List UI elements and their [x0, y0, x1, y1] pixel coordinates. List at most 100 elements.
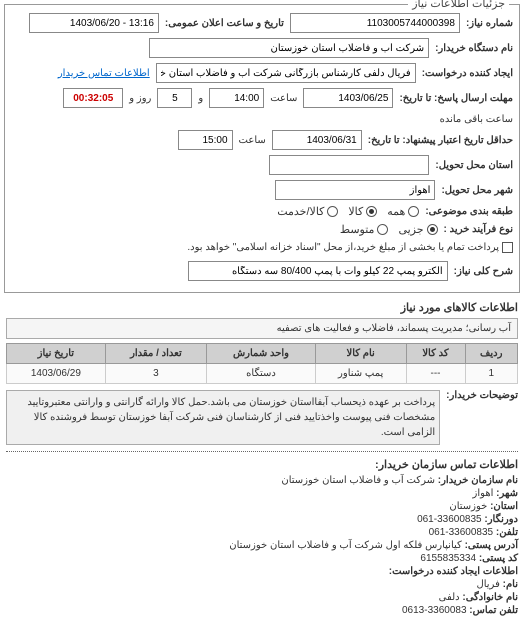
table-cell: 3: [105, 364, 206, 384]
lname-val: دلفی: [439, 592, 460, 603]
and-label: و: [198, 93, 203, 104]
contact-title: اطلاعات تماس سازمان خریدار:: [6, 458, 518, 471]
remain-label: ساعت باقی مانده: [440, 114, 513, 125]
fname-lbl: نام:: [503, 579, 518, 590]
row-process: نوع فرآیند خرید : جزیی متوسط پرداخت تمام…: [11, 223, 513, 253]
radio-goods[interactable]: کالا: [348, 205, 377, 218]
time-label-1: ساعت: [270, 93, 297, 104]
days-input[interactable]: [157, 88, 192, 108]
delivery-loc-label: استان محل تحویل:: [435, 160, 513, 171]
th-qty: تعداد / مقدار: [105, 344, 206, 364]
table-cell: 1403/06/29: [7, 364, 106, 384]
addr-val: کیانپارس فلکه اول شرکت آب و فاضلاب استان…: [229, 540, 462, 551]
creator2-title: اطلاعات ایجاد کننده درخواست:: [6, 566, 518, 577]
radio-small-label: جزیی: [398, 223, 423, 236]
ctel-lbl: تلفن تماس:: [469, 605, 518, 616]
radio-svc-label: کالا/خدمت: [277, 205, 324, 218]
th-unit: واحد شمارش: [207, 344, 316, 364]
fax-lbl: دورنگار:: [484, 514, 518, 525]
contact-link[interactable]: اطلاعات تماس خریدار: [58, 68, 150, 79]
goods-category-box: آب رسانی؛ مدیریت پسماند، فاضلاب و فعالیت…: [6, 318, 518, 339]
days-label: روز و: [129, 93, 151, 104]
row-delivery-city: شهر محل تحویل:: [11, 180, 513, 200]
goods-section-title: اطلاعات کالاهای مورد نیاز: [6, 301, 518, 314]
delivery-loc-input[interactable]: [269, 155, 429, 175]
request-no-input[interactable]: [290, 13, 460, 33]
radio-med[interactable]: متوسط: [340, 223, 389, 236]
creator-input[interactable]: [156, 63, 416, 83]
org-val: شرکت آب و فاضلاب استان خوزستان: [281, 475, 435, 486]
tel-val: 33600835-061: [429, 527, 494, 538]
contact-city: شهر: اهواز: [6, 488, 518, 499]
prov-val: خوزستان: [449, 501, 487, 512]
tel-lbl: تلفن:: [496, 527, 518, 538]
fname-val: فریال: [476, 579, 499, 590]
th-date: تاریخ نیاز: [7, 344, 106, 364]
radio-all[interactable]: همه: [387, 205, 419, 218]
post-lbl: کد پستی:: [479, 553, 518, 564]
row-creator: ایجاد کننده درخواست: اطلاعات تماس خریدار: [11, 63, 513, 83]
announce-label: تاریخ و ساعت اعلان عمومی:: [165, 18, 284, 29]
deadline-date-input[interactable]: [303, 88, 393, 108]
checkbox-treasury[interactable]: پرداخت تمام یا بخشی از مبلغ خرید،از محل …: [187, 242, 513, 253]
delivery-city-label: شهر محل تحویل:: [441, 185, 513, 196]
lname-lbl: نام خانوادگی:: [462, 592, 518, 603]
ctel-val: 3360083-0613: [402, 605, 467, 616]
row-delivery-loc: استان محل تحویل:: [11, 155, 513, 175]
process-label: نوع فرآیند خرید :: [444, 224, 513, 235]
contact-fname: نام: فریال: [6, 579, 518, 590]
buyer-label: نام دستگاه خریدار:: [435, 43, 513, 54]
time-label-2: ساعت: [239, 135, 266, 146]
contact-post: کد پستی: 6155835334: [6, 553, 518, 564]
contact-lname: نام خانوادگی: دلفی: [6, 592, 518, 603]
request-no-label: شماره نیاز:: [466, 18, 513, 29]
deadline-label: مهلت ارسال پاسخ: تا تاریخ:: [399, 93, 513, 104]
valid-time-input[interactable]: [178, 130, 233, 150]
deadline-time-input[interactable]: [209, 88, 264, 108]
table-cell: 1: [465, 364, 518, 384]
remain-time-input: [63, 88, 123, 108]
radio-svc[interactable]: کالا/خدمت: [277, 205, 338, 218]
contact-tel: تلفن: 33600835-061: [6, 527, 518, 538]
table-row: 1---پمپ شناوردستگاه31403/06/29: [7, 364, 518, 384]
creator-label: ایجاد کننده درخواست:: [422, 68, 513, 79]
fax-val: 33600835-061: [417, 514, 482, 525]
contact-addr: آدرس پستی: کیانپارس فلکه اول شرکت آب و ف…: [6, 540, 518, 551]
th-row: ردیف: [465, 344, 518, 364]
city-val: اهواز: [473, 488, 494, 499]
post-val: 6155835334: [420, 553, 476, 564]
category-radio-group: همه کالا کالا/خدمت: [277, 205, 419, 218]
process-radio-group: جزیی متوسط: [340, 223, 438, 236]
row-buyer: نام دستگاه خریدار:: [11, 38, 513, 58]
desc-body: پرداخت بر عهده ذیحساب آبفااستان خوزستان …: [6, 390, 440, 445]
buyer-input[interactable]: [149, 38, 429, 58]
separator: [6, 451, 518, 452]
contact-fax: دورنگار: 33600835-061: [6, 514, 518, 525]
row-request-no: شماره نیاز: تاریخ و ساعت اعلان عمومی:: [11, 13, 513, 33]
process-note: پرداخت تمام یا بخشی از مبلغ خرید،از محل …: [187, 242, 499, 253]
addr-lbl: آدرس پستی:: [465, 540, 518, 551]
table-header-row: ردیف کد کالا نام کالا واحد شمارش تعداد /…: [7, 344, 518, 364]
details-fieldset: جزئیات اطلاعات نیاز شماره نیاز: تاریخ و …: [4, 4, 520, 293]
summary-input[interactable]: [188, 261, 448, 281]
valid-label: حداقل تاریخ اعتبار پیشنهاد: تا تاریخ:: [368, 135, 513, 146]
table-cell: پمپ شناور: [315, 364, 406, 384]
radio-goods-label: کالا: [348, 205, 363, 218]
row-category: طبقه بندی موضوعی: همه کالا کالا/خدمت: [11, 205, 513, 218]
valid-date-input[interactable]: [272, 130, 362, 150]
row-deadline: مهلت ارسال پاسخ: تا تاریخ: ساعت و روز و …: [11, 88, 513, 125]
th-code: کد کالا: [406, 344, 465, 364]
goods-table: ردیف کد کالا نام کالا واحد شمارش تعداد /…: [6, 343, 518, 384]
delivery-city-input[interactable]: [275, 180, 435, 200]
radio-med-label: متوسط: [340, 223, 375, 236]
city-lbl: شهر:: [496, 488, 518, 499]
announce-input[interactable]: [29, 13, 159, 33]
org-lbl: نام سازمان خریدار:: [438, 475, 518, 486]
row-valid: حداقل تاریخ اعتبار پیشنهاد: تا تاریخ: سا…: [11, 130, 513, 150]
radio-small[interactable]: جزیی: [398, 223, 437, 236]
fieldset-legend: جزئیات اطلاعات نیاز: [408, 0, 509, 10]
prov-lbl: استان:: [490, 501, 518, 512]
category-label: طبقه بندی موضوعی:: [425, 206, 513, 217]
desc-label: توضیحات خریدار:: [446, 390, 518, 401]
th-name: نام کالا: [315, 344, 406, 364]
